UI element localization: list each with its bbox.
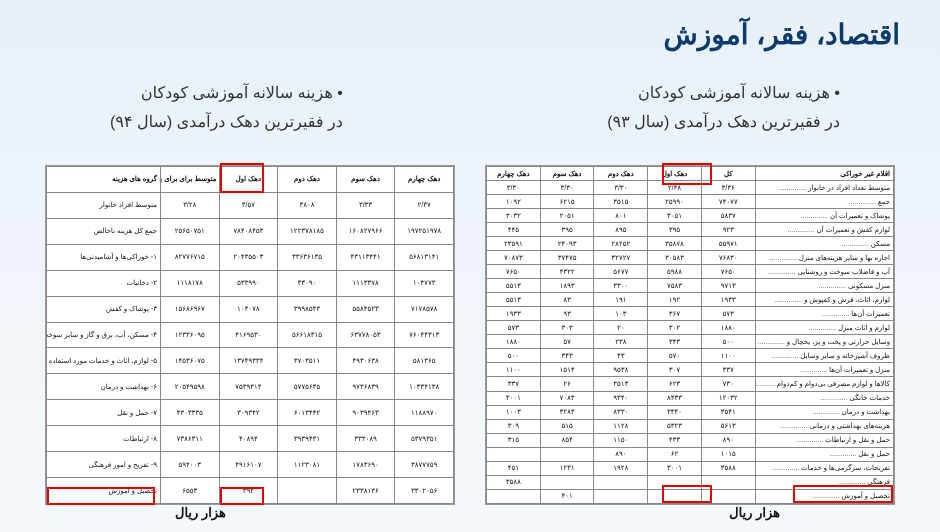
table-row: تحصیل و آموزش ..............۴۰۱ [487, 489, 894, 503]
table-header: دهک چهارم [487, 167, 541, 181]
table-row: جمع ..............۷۴۰۷۷۲۵۹۹۰۳۵۱۵۶۲۱۵۱۰۹۲ [487, 195, 894, 209]
left-caption-line1: • هزینه سالانه آموزشی کودکان [141, 85, 343, 102]
table-row: ۱۰۳۳۴۱۳۸۹۷۳۶۸۳۹۵۷۷۵۶۳۵۷۵۳۹۳۱۴۲۰۵۴۹۵۹۸۶- … [47, 374, 454, 400]
table-row: هزینه‌های بهداشتی و درمانی .............… [487, 419, 894, 433]
table-row: تعمیرات آن‌ها ..............۵۷۳۳۶۷۱۰۳۹۳۱… [487, 307, 894, 321]
table-row: اجاره بها و سایر هزینه‌های منزل ........… [487, 251, 894, 265]
table-row: حمل و نقل ..............۱۰۱۵۶۲۸۹۰ [487, 447, 894, 461]
table-row: لوازم کفش و تعمیرات آن ..............۹۲۳… [487, 223, 894, 237]
table-row: ۱۰۴۷۷۳۱۱۱۳۳۷۸۳۳۰۹۰۵۳۳۹۹۰۱۱۱۸۱۷۸۲- دخانیا… [47, 270, 454, 296]
table-row: بهداشت و درمان ..............۳۵۴۱۳۳۴۰۸۳۳… [487, 405, 894, 419]
table-header: کل [701, 167, 755, 181]
right-unit-label: هزار ریال [729, 505, 780, 521]
table-row: ۱۹۷۲۵۱۹۷۸۱۶۰۸۲۷۹۶۶۱۲۲۳۷۸۱۸۵۷۸۴۰۸۴۵۳۲۵۶۵۰… [47, 218, 454, 244]
right-table-panel: اقلام غیر خوراکیکلدهک اولدهک دومدهک سومد… [485, 165, 895, 505]
table-header: اقلام غیر خوراکی [755, 167, 893, 181]
table-row: ۱۱۸۸۹۷۰۹۰۳۹۴۶۳۶۰۱۳۴۴۲۳۰۹۳۴۲۴۳۰۳۳۳۵۷- حمل… [47, 400, 454, 426]
right-caption-line2: در فقیرترین دهک درآمدی (سال ۹۳) [607, 114, 840, 131]
table-row: خدمات خانگی ..............۱۲۰۳۲۸۴۳۳۹۳۴۰۷… [487, 391, 894, 405]
table-row: ظروف آشپزخانه و سایر وسایل .............… [487, 349, 894, 363]
table-row: وسایل حرارتی و پخت و پز، یخچال و .......… [487, 335, 894, 349]
table-row: لوازم، اثاث، فرش و کفپوش و .............… [487, 293, 894, 307]
table-row: ۳۸۷۷۷۵۹۱۷۸۳۶۹۰۱۱۲۳۰۸۱۴۹۱۶۱۰۷۵۹۴۰۰۳۹- تفر… [47, 452, 454, 478]
table-header: دهک اول [219, 167, 278, 193]
table-row: فرهنگی ..............۳۵۸۸ [487, 475, 894, 489]
table-row: ۷۱۷۸۵۷۸۵۵۸۴۵۲۳۳۹۹۸۵۴۳۱۰۳۰۷۸۱۵۶۸۶۹۶۷۳- پو… [47, 296, 454, 322]
table-row: ۲/۳۷۳/۳۳۳۸۰۸۳/۵۷۳/۲۸متوسط افراد خانوار [47, 192, 454, 218]
table-row: مسکن ..............۵۵۹۷۱۳۵۸۷۸۲۸۲۵۲۲۴۰۹۳۲… [487, 237, 894, 251]
table-row: ۵۶۸۱۳۱۴۱۴۳۱۱۳۴۴۱۳۳۶۳۶۱۳۵۲۰۴۳۵۵۰۳۸۲۷۷۶۷۱۵… [47, 244, 454, 270]
left-table-panel: دهک چهارمدهک سومدهک دومدهک اولمتوسط برای… [45, 165, 455, 505]
slide-title: اقتصاد، فقر، آموزش [664, 18, 900, 51]
table-row: ۵۳۷۹۳۵۱۳۳۳۰۸۹۳۹۳۹۴۳۱۴۰۸۹۴۷۳۸۶۳۱۱۸- ارتبا… [47, 426, 454, 452]
table-header: دهک دوم [278, 167, 337, 193]
left-table: دهک چهارمدهک سومدهک دومدهک اولمتوسط برای… [46, 166, 454, 504]
left-unit-label: هزار ریال [175, 505, 226, 521]
table-row: ۷۶۰۴۴۳۱۳۶۳۷۷۸۰۵۳۵۶۶۱۸۳۱۵۴۱۶۹۵۳۰۱۲۳۳۶۰۹۵۴… [47, 322, 454, 348]
table-header: دهک سوم [336, 167, 395, 193]
table-header: دهک دوم [594, 167, 648, 181]
table-row: کالاها و لوازم مصرفی بی‌دوام و کم‌دوام .… [487, 377, 894, 391]
right-caption-line1: • هزینه سالانه آموزشی کودکان [638, 85, 840, 102]
table-row: تفریحات، سرگرمی‌ها و خدمات .............… [487, 461, 894, 475]
table-header: دهک سوم [540, 167, 594, 181]
table-row: منزل مسکونی ..............۹۷۱۳۷۵۸۳۳۳۰۰۱۸… [487, 279, 894, 293]
right-caption: • هزینه سالانه آموزشی کودکان در فقیرترین… [607, 80, 840, 138]
table-row: منزل و تعمیرات آن‌ها ..............۳۳۷۳۰… [487, 363, 894, 377]
left-caption: • هزینه سالانه آموزشی کودکان در فقیرترین… [110, 80, 343, 138]
table-row: پوشاک و تعمیرات آن ..............۵۸۳۷۳۰۵… [487, 209, 894, 223]
table-row: ۵۸۱۳۶۵۴۹۳۰۶۳۸۳۷۰۳۵۱۱۱۳۷۴۹۳۳۴۱۴۵۳۶۰۷۵۵- ل… [47, 348, 454, 374]
table-row: لوازم و اثاث منزل ..............۱۸۸۰۳۰۲۲… [487, 321, 894, 335]
table-header: گروه های هزینه [47, 167, 161, 193]
table-row: آب و فاضلاب سوخت و روشنایی .............… [487, 265, 894, 279]
table-header: دهک چهارم [395, 167, 454, 193]
table-row: ۳۳۰۲۰۵۶۲۳۳۸۱۳۶۳۹۲۶۵۵۳تحصیل و آموزش [47, 478, 454, 504]
table-row: حمل و نقل و ارتباطات ..............۸۹۰۴۳… [487, 433, 894, 447]
table-header: دهک اول [648, 167, 702, 181]
right-table: اقلام غیر خوراکیکلدهک اولدهک دومدهک سومد… [486, 166, 894, 504]
table-row: متوسط تعداد افراد در خانوار ............… [487, 181, 894, 195]
left-caption-line2: در فقیرترین دهک درآمدی (سال ۹۴) [110, 114, 343, 131]
table-header: متوسط برای برای یک خانوار [160, 167, 219, 193]
